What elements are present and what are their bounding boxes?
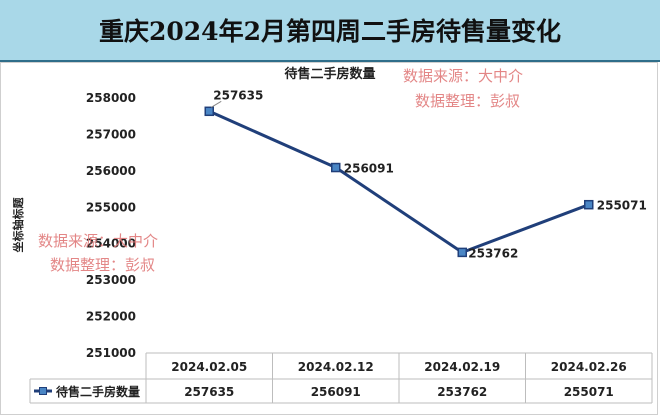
- watermark-editor: 数据整理：彭叔: [415, 92, 520, 110]
- data-point-marker: [331, 162, 341, 173]
- y-tick-label: 258000: [86, 91, 136, 105]
- y-tick-label: 256000: [86, 164, 136, 178]
- legend-series-name: 待售二手房数量: [56, 384, 140, 399]
- watermark-source: 数据来源：大中介: [38, 232, 158, 250]
- table-value-cell: 257635: [184, 385, 234, 399]
- banner-title: 重庆2024年2月第四周二手房待售量变化: [99, 17, 561, 46]
- legend-marker-key: [39, 387, 47, 395]
- x-category-label: 2024.02.19: [424, 360, 500, 374]
- series-line: [208, 109, 590, 254]
- x-category-label: 2024.02.26: [551, 360, 627, 374]
- table-value-cell: 255071: [564, 385, 614, 399]
- data-point-marker: [204, 106, 214, 117]
- data-label: 255071: [597, 199, 647, 213]
- watermark-editor: 数据整理：彭叔: [50, 256, 155, 274]
- table-value-cell: 253762: [437, 385, 487, 399]
- chart-frame: [0, 62, 658, 415]
- x-category-label: 2024.02.05: [171, 360, 247, 374]
- data-label: 253762: [468, 246, 518, 260]
- y-tick-label: 251000: [86, 346, 136, 360]
- data-point-marker: [584, 199, 594, 210]
- y-tick-label: 252000: [86, 310, 136, 324]
- data-label-leader: [210, 100, 222, 108]
- y-axis-title: 坐标轴标题: [11, 197, 25, 253]
- y-tick-label: 255000: [86, 200, 136, 214]
- y-tick-label: 257000: [86, 127, 136, 141]
- data-label: 256091: [344, 162, 394, 176]
- y-tick-label: 253000: [86, 273, 136, 287]
- x-category-label: 2024.02.12: [298, 360, 374, 374]
- watermark-source: 数据来源：大中介: [403, 67, 523, 85]
- data-point-marker: [457, 247, 467, 258]
- table-value-cell: 256091: [311, 385, 361, 399]
- data-label: 257635: [213, 88, 263, 102]
- banner: 重庆2024年2月第四周二手房待售量变化: [0, 0, 660, 62]
- y-tick-label: 254000: [86, 237, 136, 251]
- chart-title: 待售二手房数量: [283, 66, 375, 82]
